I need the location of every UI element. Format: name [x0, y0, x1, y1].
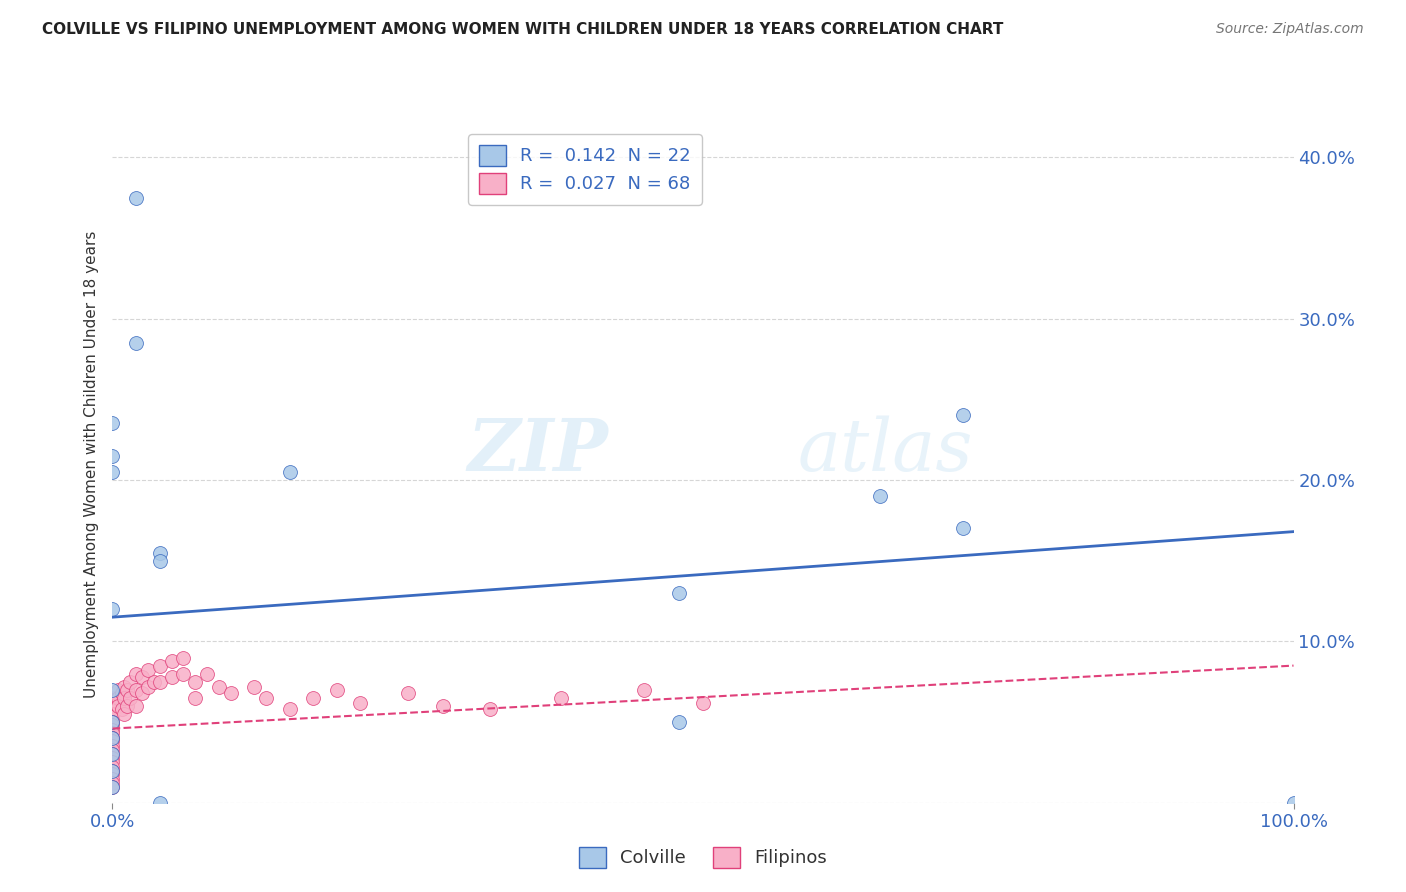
Point [101, 764, 124, 778]
Point [149, 554, 172, 568]
Point [101, 780, 124, 794]
Point [120, 690, 142, 705]
Point [101, 742, 124, 756]
Point [101, 723, 124, 738]
Point [101, 710, 124, 724]
Point [1282, 796, 1305, 810]
Text: COLVILLE VS FILIPINO UNEMPLOYMENT AMONG WOMEN WITH CHILDREN UNDER 18 YEARS CORRE: COLVILLE VS FILIPINO UNEMPLOYMENT AMONG … [42, 22, 1004, 37]
Point [136, 680, 159, 694]
Point [396, 686, 419, 700]
Point [101, 702, 124, 716]
Point [149, 546, 172, 560]
Point [125, 698, 148, 713]
Point [101, 465, 124, 479]
Point [107, 682, 129, 697]
Point [160, 670, 183, 684]
Point [107, 690, 129, 705]
Point [633, 682, 655, 697]
Point [101, 756, 124, 770]
Point [101, 698, 124, 713]
Point [349, 696, 371, 710]
Point [432, 698, 454, 713]
Point [101, 690, 124, 705]
Point [278, 702, 301, 716]
Point [668, 715, 690, 730]
Text: Source: ZipAtlas.com: Source: ZipAtlas.com [1216, 22, 1364, 37]
Point [869, 489, 891, 503]
Point [101, 726, 124, 740]
Point [101, 715, 124, 730]
Point [125, 335, 148, 350]
Point [101, 772, 124, 786]
Point [101, 690, 124, 705]
Point [136, 664, 159, 678]
Point [101, 750, 124, 764]
Point [101, 449, 124, 463]
Point [101, 760, 124, 774]
Point [115, 698, 138, 713]
Point [131, 686, 153, 700]
Point [111, 702, 134, 716]
Point [278, 465, 301, 479]
Point [952, 409, 974, 423]
Point [101, 776, 124, 790]
Point [184, 690, 207, 705]
Point [107, 698, 129, 713]
Text: atlas: atlas [797, 415, 973, 485]
Point [115, 682, 138, 697]
Point [125, 666, 148, 681]
Point [101, 715, 124, 730]
Point [101, 747, 124, 762]
Point [101, 706, 124, 721]
Point [101, 417, 124, 431]
Point [101, 766, 124, 780]
Point [172, 650, 194, 665]
Point [254, 690, 277, 705]
Point [149, 658, 172, 673]
Point [302, 690, 325, 705]
Point [195, 666, 218, 681]
Point [131, 670, 153, 684]
Point [952, 521, 974, 535]
Point [243, 680, 266, 694]
Point [101, 731, 124, 746]
Point [101, 715, 124, 730]
Y-axis label: Unemployment Among Women with Children Under 18 years: Unemployment Among Women with Children U… [84, 230, 100, 698]
Point [219, 686, 242, 700]
Point [101, 739, 124, 754]
Point [101, 764, 124, 778]
Point [160, 654, 183, 668]
Point [112, 706, 135, 721]
Point [101, 602, 124, 616]
Point [125, 190, 148, 204]
Point [101, 731, 124, 746]
Point [111, 686, 134, 700]
Point [101, 718, 124, 732]
Point [101, 731, 124, 746]
Point [125, 682, 148, 697]
Point [208, 680, 231, 694]
Text: ZIP: ZIP [468, 415, 609, 486]
Point [101, 734, 124, 748]
Point [142, 674, 165, 689]
Point [101, 747, 124, 762]
Point [120, 674, 142, 689]
Point [479, 702, 502, 716]
Point [550, 690, 572, 705]
Point [149, 674, 172, 689]
Legend: Colville, Filipinos: Colville, Filipinos [571, 840, 835, 875]
Point [112, 690, 135, 705]
Point [101, 780, 124, 794]
Point [184, 674, 207, 689]
Point [101, 682, 124, 697]
Point [112, 680, 135, 694]
Point [668, 586, 690, 600]
Point [172, 666, 194, 681]
Point [326, 682, 349, 697]
Point [692, 696, 714, 710]
Point [149, 796, 172, 810]
